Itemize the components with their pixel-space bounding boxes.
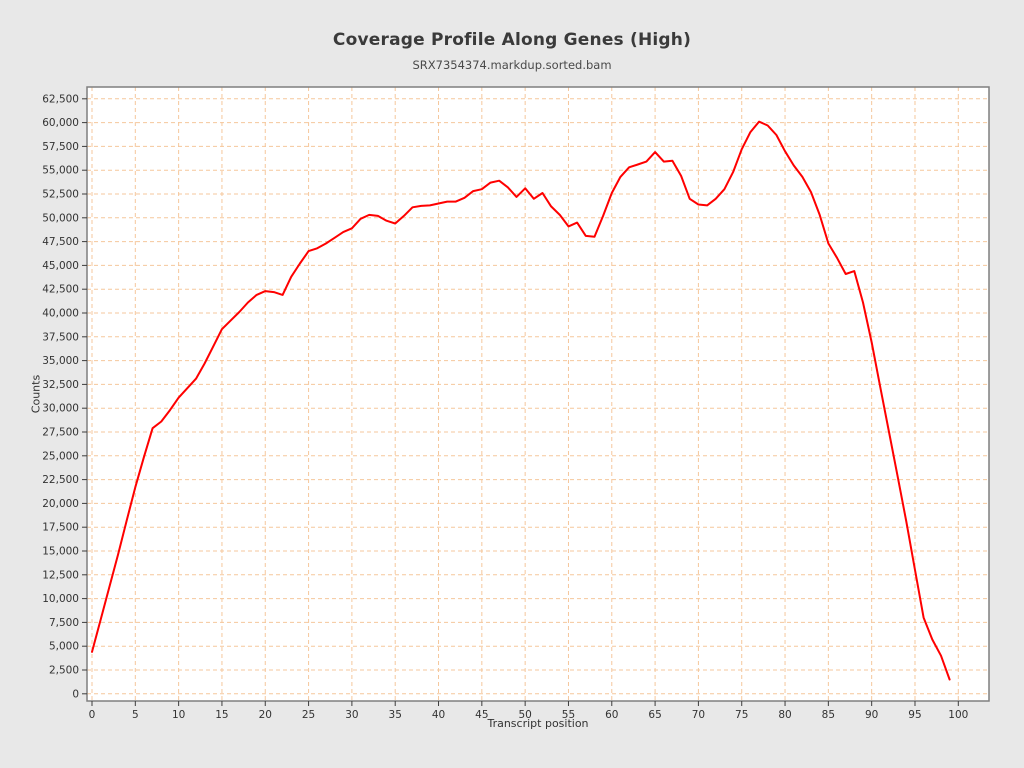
y-tick-label: 20,000 xyxy=(42,498,79,510)
y-tick-label: 60,000 xyxy=(42,117,79,129)
y-tick-label: 47,500 xyxy=(42,236,79,248)
x-tick-label: 40 xyxy=(432,709,445,721)
x-tick-label: 55 xyxy=(562,709,575,721)
y-tick-label: 50,000 xyxy=(42,212,79,224)
x-tick-label: 80 xyxy=(778,709,791,721)
y-axis-label: Counts xyxy=(29,374,43,414)
x-tick-label: 70 xyxy=(692,709,705,721)
x-tick-label: 45 xyxy=(475,709,488,721)
x-tick-label: 20 xyxy=(259,709,272,721)
x-tick-label: 60 xyxy=(605,709,618,721)
x-tick-label: 35 xyxy=(389,709,402,721)
y-tick-label: 22,500 xyxy=(42,474,79,486)
x-tick-label: 85 xyxy=(822,709,835,721)
x-tick-label: 15 xyxy=(215,709,228,721)
y-tick-label: 25,000 xyxy=(42,450,79,462)
y-tick-label: 30,000 xyxy=(42,403,79,415)
y-tick-label: 5,000 xyxy=(49,641,79,653)
x-tick-label: 5 xyxy=(132,709,139,721)
y-tick-label: 12,500 xyxy=(42,569,79,581)
y-tick-label: 35,000 xyxy=(42,355,79,367)
chart-title: Coverage Profile Along Genes (High) xyxy=(332,30,692,50)
y-tick-label: 45,000 xyxy=(42,260,79,272)
x-tick-label: 75 xyxy=(735,709,748,721)
y-tick-label: 42,500 xyxy=(42,284,79,296)
x-tick-label: 95 xyxy=(908,709,921,721)
x-tick-label: 10 xyxy=(172,709,185,721)
x-tick-label: 65 xyxy=(648,709,661,721)
y-tick-label: 57,500 xyxy=(42,141,79,153)
y-tick-label: 40,000 xyxy=(42,308,79,320)
y-tick-label: 37,500 xyxy=(42,331,79,343)
x-tick-label: 0 xyxy=(89,709,96,721)
y-tick-label: 17,500 xyxy=(42,522,79,534)
x-tick-label: 30 xyxy=(345,709,358,721)
y-tick-label: 7,500 xyxy=(49,617,79,629)
y-tick-label: 27,500 xyxy=(42,427,79,439)
y-tick-label: 52,500 xyxy=(42,189,79,201)
x-tick-label: 100 xyxy=(948,709,968,721)
y-tick-label: 10,000 xyxy=(42,593,79,605)
x-tick-label: 50 xyxy=(518,709,531,721)
y-tick-label: 55,000 xyxy=(42,165,79,177)
plot-frame xyxy=(86,86,990,702)
y-tick-label: 0 xyxy=(72,688,79,700)
y-tick-label: 62,500 xyxy=(42,93,79,105)
y-tick-label: 2,500 xyxy=(49,665,79,677)
y-tick-label: 32,500 xyxy=(42,379,79,391)
coverage-line xyxy=(91,120,951,681)
x-tick-label: 90 xyxy=(865,709,878,721)
chart-subtitle: SRX7354374.markdup.sorted.bam xyxy=(412,58,612,72)
x-tick-label: 25 xyxy=(302,709,315,721)
x-axis-label: Transcript position xyxy=(487,717,589,730)
y-tick-label: 15,000 xyxy=(42,546,79,558)
